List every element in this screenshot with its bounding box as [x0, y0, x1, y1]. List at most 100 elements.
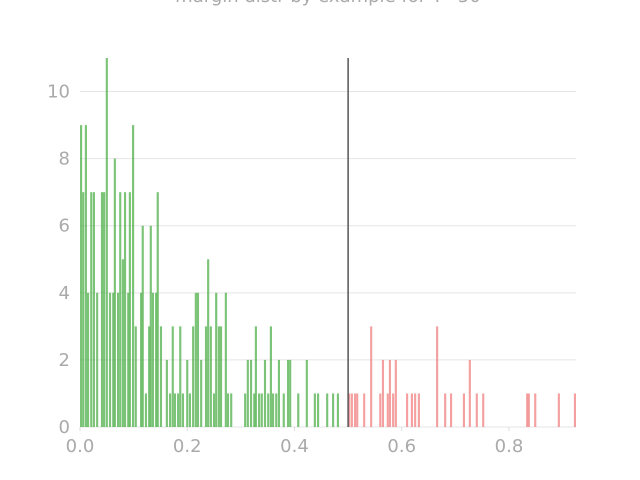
bar [275, 393, 278, 427]
bar [436, 326, 439, 427]
bar [392, 393, 395, 427]
bar [80, 125, 83, 427]
bar [96, 292, 99, 427]
bar [149, 225, 152, 427]
bar [128, 192, 131, 427]
bar [246, 359, 249, 427]
bar [217, 326, 220, 427]
bar [269, 326, 272, 427]
bar [207, 259, 210, 427]
bar [192, 326, 195, 427]
bar [244, 393, 247, 427]
bar [271, 393, 275, 427]
bar [230, 393, 233, 427]
x-tick-label: 0.4 [280, 436, 309, 457]
bar [90, 192, 93, 427]
bar [105, 58, 108, 427]
bar [141, 225, 144, 427]
bar [260, 393, 263, 427]
bar [410, 393, 413, 427]
bar [159, 326, 163, 427]
bar [112, 292, 115, 427]
bar [82, 192, 85, 427]
bar [526, 393, 529, 427]
bar [381, 359, 385, 427]
bar [134, 326, 137, 427]
bar [121, 259, 124, 427]
bar [144, 393, 148, 427]
bar [370, 326, 373, 427]
bar [140, 292, 143, 427]
bar [165, 359, 168, 427]
bar [336, 393, 339, 427]
bar [194, 292, 197, 427]
bar [219, 326, 223, 427]
bar [557, 393, 560, 427]
bar [100, 192, 104, 427]
bar [196, 292, 200, 427]
bar [356, 393, 359, 427]
bar [169, 393, 172, 427]
bar [253, 393, 256, 427]
bar [103, 192, 106, 427]
x-tick-label: 0.6 [387, 436, 416, 457]
bar [171, 326, 174, 427]
bar [200, 359, 203, 427]
y-tick-label: 8 [59, 149, 70, 170]
bar [286, 359, 290, 427]
bar [212, 393, 216, 427]
bar [123, 192, 127, 427]
bar [127, 292, 130, 427]
bar [348, 393, 351, 427]
bar [179, 326, 182, 427]
bar [186, 359, 189, 427]
bar [116, 292, 120, 427]
y-tick-label: 4 [59, 283, 70, 304]
bar [317, 393, 320, 427]
bar [204, 326, 208, 427]
bar [209, 326, 212, 427]
x-tick-label: 0.2 [173, 436, 202, 457]
bar [326, 393, 329, 427]
bar [449, 393, 453, 427]
bar [277, 359, 281, 427]
bar [354, 393, 357, 427]
bar [267, 393, 270, 427]
bar [534, 393, 537, 427]
x-tick-label: 0.8 [495, 436, 524, 457]
bar [386, 393, 389, 427]
bar [156, 192, 159, 427]
y-tick-label: 6 [59, 216, 70, 237]
bar [132, 125, 135, 427]
bar [249, 359, 253, 427]
bar [282, 393, 285, 427]
bar [414, 393, 417, 427]
bar [173, 393, 176, 427]
chart-title: margin distr by example for T=50 [175, 0, 481, 7]
bar [573, 393, 576, 427]
y-tick-label: 2 [59, 350, 70, 371]
bar [305, 359, 308, 427]
bar [388, 359, 392, 427]
y-tick-label: 0 [59, 417, 70, 438]
x-tick-label: 0.0 [66, 436, 95, 457]
bar [468, 359, 471, 427]
bar [113, 158, 116, 428]
bar [86, 292, 90, 427]
bar [84, 125, 87, 427]
bar [224, 292, 227, 427]
bar [254, 326, 257, 427]
bar [119, 192, 122, 427]
bar [108, 292, 112, 427]
bar [289, 359, 292, 427]
bar [155, 292, 158, 427]
bar [177, 393, 180, 427]
bar [332, 393, 335, 427]
bar [475, 393, 478, 427]
bar [313, 393, 316, 427]
bar [350, 393, 353, 427]
y-tick-label: 10 [47, 82, 70, 103]
bar [226, 393, 230, 427]
bar [527, 393, 530, 427]
